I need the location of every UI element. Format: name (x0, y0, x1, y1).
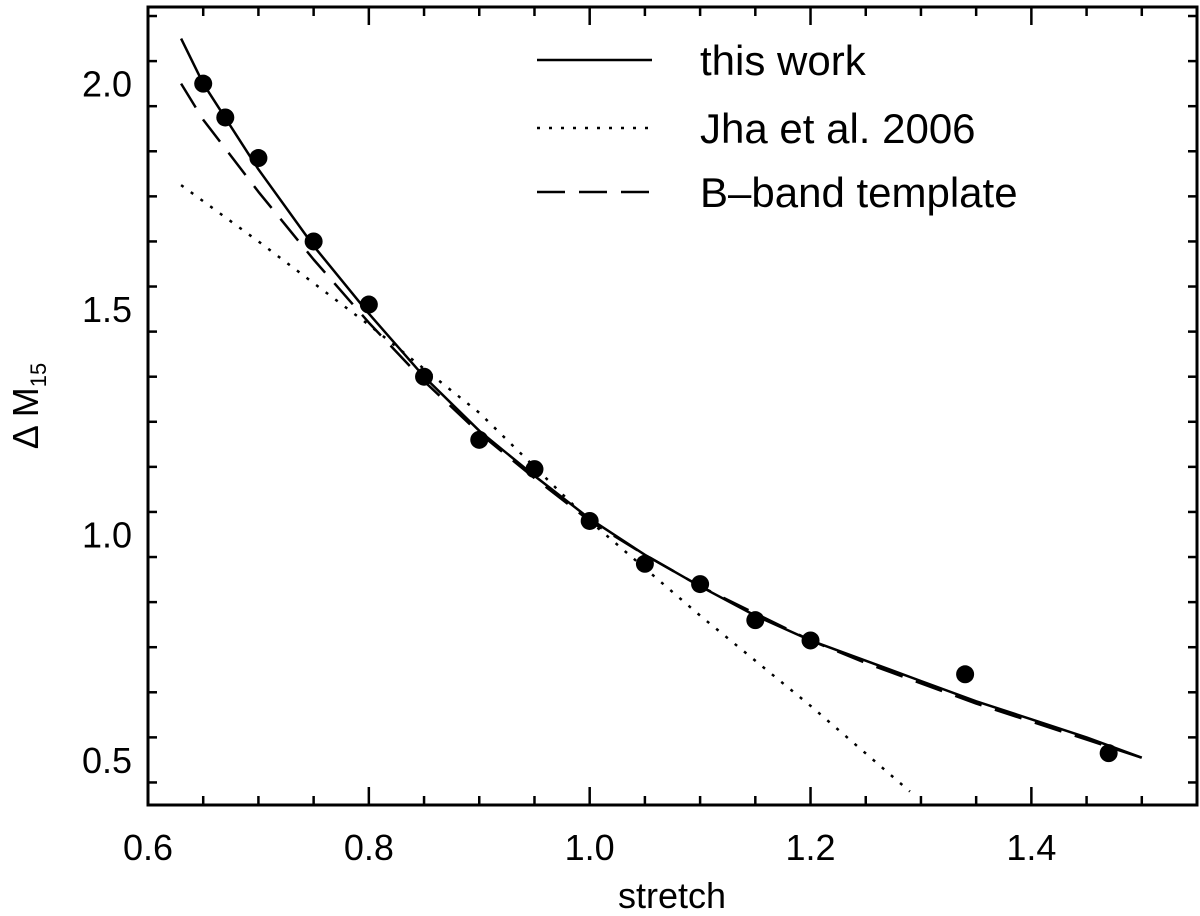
legend: this work Jha et al. 2006 B–band template (537, 37, 1018, 216)
series-curves (179, 38, 1143, 793)
data-point (635, 554, 654, 573)
data-point (691, 575, 710, 594)
y-tick-label: 0.5 (82, 740, 132, 781)
legend-label: Jha et al. 2006 (700, 105, 976, 152)
legend-label: B–band template (700, 169, 1018, 216)
y-axis-label-main: Δ M (5, 387, 46, 449)
axis-ticks (146, 7, 1199, 805)
data-point (415, 367, 434, 386)
series-line-dotted (180, 184, 911, 793)
data-point (801, 631, 820, 650)
y-tick-label: 1.5 (82, 289, 132, 330)
x-axis-label: stretch (618, 875, 726, 916)
data-point (216, 108, 235, 127)
x-tick-label: 1.0 (565, 827, 615, 868)
x-tick-label: 0.6 (123, 827, 173, 868)
x-tick-label: 0.8 (344, 827, 394, 868)
x-tick-label: 1.4 (1006, 827, 1056, 868)
data-point (249, 149, 268, 168)
series-line-dashed (180, 82, 1143, 759)
data-point (359, 295, 378, 314)
y-axis-label-sub: 15 (26, 363, 51, 387)
tick-labels: 0.6 0.8 1.0 1.2 1.4 0.5 1.0 1.5 2.0 (82, 64, 1056, 868)
y-tick-label: 1.0 (82, 514, 132, 555)
data-point (1099, 744, 1118, 763)
legend-label: this work (700, 37, 867, 84)
data-point (304, 232, 323, 251)
data-point (525, 460, 544, 479)
data-point (580, 511, 599, 530)
data-point (194, 74, 213, 93)
data-points (194, 74, 1118, 763)
y-axis-label: Δ M15 (5, 363, 51, 450)
data-point (956, 665, 975, 684)
x-tick-label: 1.2 (786, 827, 836, 868)
data-point (470, 430, 489, 449)
series-line-solid (179, 38, 1143, 759)
data-point (746, 611, 765, 630)
y-tick-label: 2.0 (82, 64, 132, 105)
plot-frame (146, 5, 1199, 807)
